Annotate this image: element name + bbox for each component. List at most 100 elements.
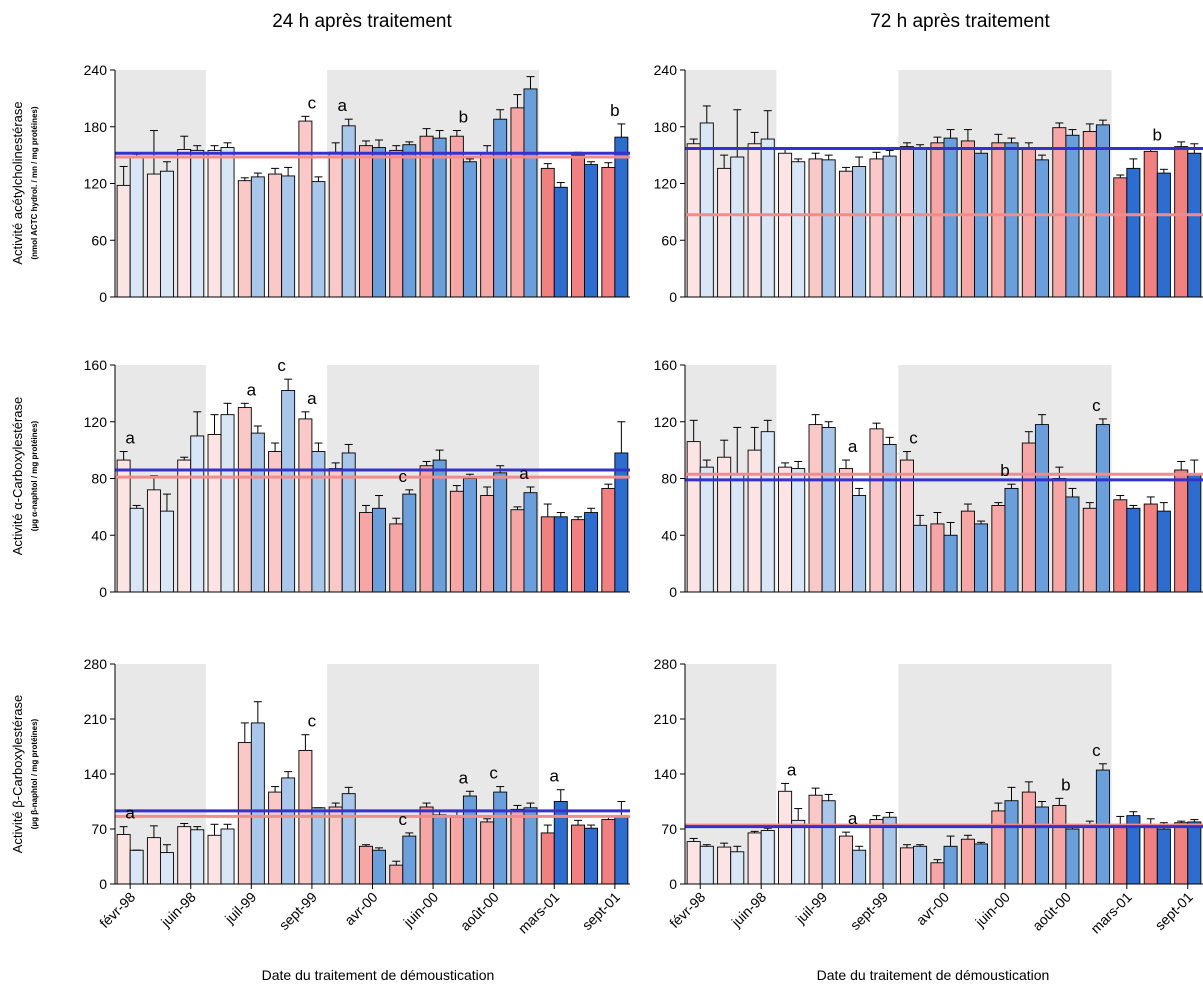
y-tick-label: 280 [84, 656, 108, 672]
y-tick-label: 40 [661, 527, 677, 543]
bar-blue [250, 432, 265, 593]
x-tick-label: août-00 [457, 889, 502, 934]
bar-pink [1174, 822, 1189, 885]
bar-pink [839, 468, 854, 593]
y-tick-label: 180 [654, 119, 678, 135]
bar-blue [1156, 510, 1171, 593]
y-tick-label: 0 [99, 289, 107, 305]
row-label-beta: Activité β-Carboxylestérase [10, 695, 25, 853]
bar-pink [717, 456, 732, 593]
bar-pink [419, 806, 434, 885]
annotation-label: c [1092, 741, 1101, 760]
bar-pink [389, 149, 404, 298]
x-tick-label: févr-98 [96, 889, 138, 931]
y-tick-label: 120 [84, 176, 108, 192]
bar-pink [960, 838, 975, 885]
annotation-label: a [125, 804, 135, 823]
bar-pink [808, 794, 823, 885]
x-tick-label: sept-01 [1152, 889, 1196, 933]
bar-blue [159, 510, 174, 593]
annotation-label: a [550, 767, 560, 786]
annotation-label: b [610, 101, 619, 120]
bar-blue [523, 88, 538, 298]
annotation-label: a [125, 429, 135, 448]
y-tick-label: 160 [84, 357, 108, 373]
bar-pink [960, 510, 975, 593]
bar-pink [869, 819, 884, 885]
bar-blue [432, 137, 447, 298]
bar-blue [281, 390, 296, 593]
bar-blue [190, 435, 205, 593]
bar-blue [1004, 800, 1019, 885]
bar-blue [129, 507, 144, 593]
bar-blue [760, 830, 775, 885]
bar-blue [913, 845, 928, 885]
bar-blue [220, 147, 235, 298]
bar-pink [146, 173, 161, 298]
bar-pink [601, 487, 616, 593]
x-tick-label: juil-99 [221, 889, 260, 928]
row-label-ache-unit-text: (nmol ACTC hydrol. / mn / mg protéines) [30, 106, 39, 259]
bar-blue [159, 852, 174, 885]
bar-pink [328, 151, 343, 298]
bar-pink [899, 146, 914, 298]
bar-blue [372, 849, 386, 885]
bar-pink [747, 832, 762, 885]
bar-pink [449, 135, 464, 298]
annotation-label: c [489, 764, 498, 783]
bar-blue [882, 155, 897, 298]
bar-blue [341, 125, 356, 298]
bar-blue [1187, 821, 1202, 885]
annotation-label: c [399, 467, 408, 486]
row-label-ache-main: Activité acétylcholinestérase [10, 101, 25, 264]
bar-blue [913, 524, 928, 593]
bar-pink [899, 847, 914, 885]
y-tick-label: 80 [661, 471, 677, 487]
annotation-label: a [307, 389, 317, 408]
row-label-alpha-unit: (µg α-naphtol / mg protéines) [30, 420, 39, 531]
bar-pink [839, 835, 854, 885]
bar-pink [1113, 499, 1128, 593]
annotation-label: c [909, 429, 918, 448]
bar-blue [281, 175, 296, 298]
bar-pink [1052, 804, 1067, 885]
bar-pink [116, 459, 131, 593]
bar-blue [402, 493, 417, 593]
bar-blue [250, 176, 265, 298]
bar-pink [359, 845, 373, 885]
bar-pink [359, 512, 373, 593]
bar-pink [717, 846, 732, 885]
row-label-beta-unit-text: (µg β-naphtol / mg protéines) [30, 718, 39, 829]
bar-pink [268, 451, 283, 593]
bar-blue [129, 849, 144, 885]
bar-pink [869, 428, 884, 593]
bar-pink [1052, 127, 1067, 298]
bar-pink [808, 158, 823, 298]
bar-blue [699, 845, 714, 885]
bar-pink [1174, 146, 1189, 298]
bar-pink [1113, 823, 1128, 885]
y-tick-label: 210 [84, 711, 108, 727]
bar-blue [821, 159, 836, 298]
y-tick-label: 180 [84, 119, 108, 135]
bar-blue [730, 473, 745, 593]
row-label-beta-main: Activité β-Carboxylestérase [10, 695, 25, 853]
bar-blue [159, 170, 174, 298]
bar-pink [480, 821, 495, 885]
annotation-label: b [1153, 126, 1162, 145]
bar-pink [268, 791, 283, 885]
y-tick-label: 280 [654, 656, 678, 672]
bar-pink [177, 148, 192, 298]
y-tick-label: 120 [654, 176, 678, 192]
bar-pink [540, 167, 555, 298]
bar-blue [1187, 152, 1202, 298]
bar-blue [493, 118, 508, 298]
bar-blue [1156, 172, 1171, 298]
bar-blue [1187, 473, 1202, 593]
bar-blue [1034, 424, 1049, 593]
bar-blue [462, 795, 477, 885]
bar-pink [1143, 150, 1158, 298]
bar-blue [882, 444, 897, 593]
bar-blue [372, 147, 386, 298]
